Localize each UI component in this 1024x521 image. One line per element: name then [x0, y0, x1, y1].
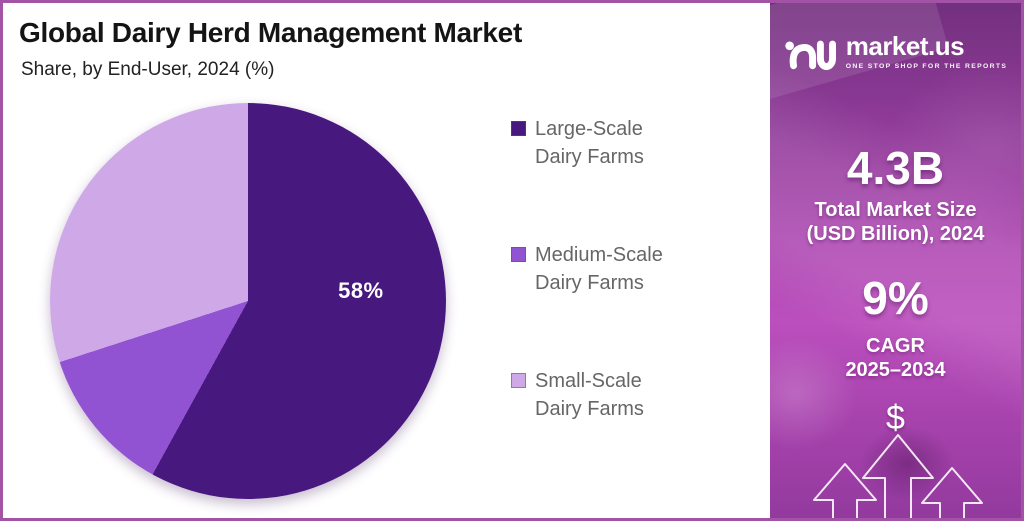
legend-swatch-small-scale-icon	[511, 373, 526, 388]
brand-tagline: ONE STOP SHOP FOR THE REPORTS	[845, 62, 1008, 70]
photo-overlay	[842, 411, 972, 516]
brand-text-block: market.us ONE STOP SHOP FOR THE REPORTS	[846, 33, 1008, 70]
legend: Large-Scale Dairy Farms Medium-Scale Dai…	[511, 115, 761, 423]
brand-name: market.us	[845, 30, 965, 61]
growth-arrows-icon	[813, 434, 983, 518]
market-size-value: 4.3B	[846, 142, 945, 194]
pie-chart	[50, 103, 446, 499]
chart-area: Global Dairy Herd Management Market Shar…	[3, 3, 770, 518]
legend-swatch-large-scale-icon	[511, 121, 526, 136]
page-title: Global Dairy Herd Management Market	[19, 17, 522, 48]
dollar-icon: $	[886, 399, 905, 437]
page-subtitle: Share, by End-User, 2024 (%)	[21, 59, 275, 80]
legend-item-medium-scale: Medium-Scale Dairy Farms	[511, 241, 761, 297]
marketus-logo-mark-icon	[785, 40, 836, 71]
cagr-caption: CAGR 2025–2034	[845, 335, 946, 381]
pie-data-label: 58%	[338, 278, 384, 304]
legend-item-large-scale: Large-Scale Dairy Farms	[511, 115, 761, 171]
brand-sidebar: market.us ONE STOP SHOP FOR THE REPORTS …	[770, 3, 1021, 518]
legend-label-large-scale: Large-Scale Dairy Farms	[535, 118, 644, 168]
market-size-caption: Total Market Size (USD Billion), 2024	[806, 199, 985, 245]
legend-item-small-scale: Small-Scale Dairy Farms	[511, 367, 761, 423]
legend-swatch-medium-scale-icon	[511, 247, 526, 262]
pie-chart-wrapper: 58%	[50, 103, 446, 499]
legend-label-medium-scale: Medium-Scale Dairy Farms	[535, 244, 663, 294]
marketus-logo: market.us ONE STOP SHOP FOR THE REPORTS	[770, 29, 1021, 73]
cagr-value: 9%	[862, 272, 929, 324]
legend-label-small-scale: Small-Scale Dairy Farms	[535, 370, 644, 420]
